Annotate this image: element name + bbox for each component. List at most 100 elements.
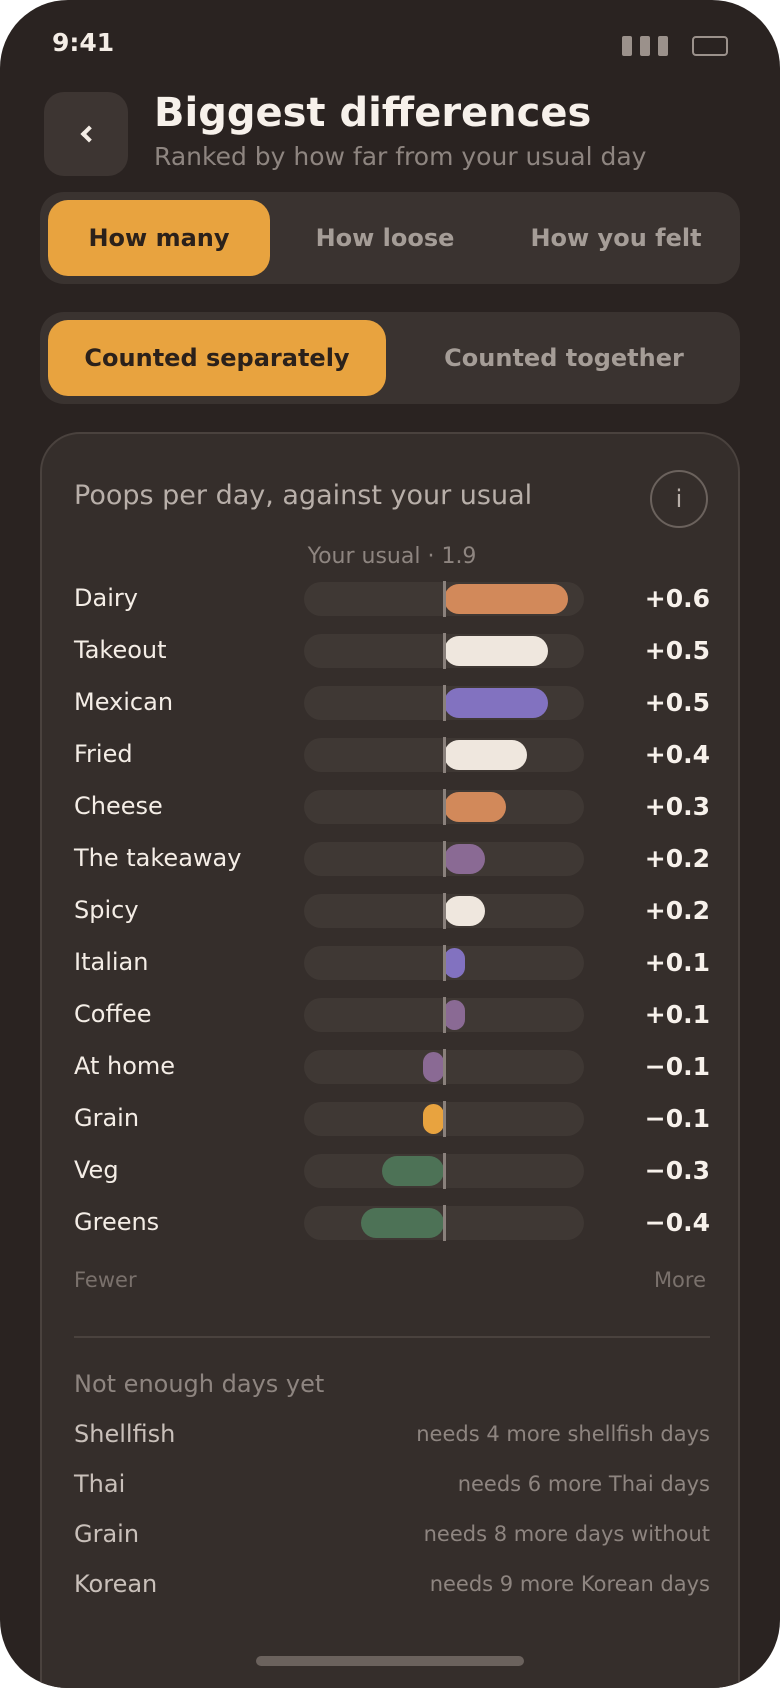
list-item-name: Korean <box>74 1570 158 1598</box>
bar <box>444 1000 465 1030</box>
row-label: The takeaway <box>74 844 242 872</box>
row-label: Veg <box>74 1156 119 1184</box>
row-label: Mexican <box>74 688 174 716</box>
chart-row: Fried +0.4 <box>74 736 710 776</box>
tab-how-you-felt[interactable]: How you felt <box>530 224 702 252</box>
back-button[interactable] <box>44 92 128 176</box>
row-label: Fried <box>74 740 133 768</box>
bar <box>444 844 486 874</box>
baseline-marker <box>443 633 446 669</box>
list-item-name: Shellfish <box>74 1420 176 1448</box>
bar <box>444 740 527 770</box>
signal-bar-icon <box>658 36 668 56</box>
row-value: +0.1 <box>644 948 710 977</box>
axis-label-more: More <box>653 1268 706 1292</box>
signal-bar-icon <box>622 36 632 56</box>
home-indicator[interactable] <box>256 1656 524 1666</box>
bar-track <box>304 1205 584 1241</box>
list-item-name: Thai <box>74 1470 126 1498</box>
chart-row: Greens −0.4 <box>74 1204 710 1244</box>
bar <box>444 792 507 822</box>
baseline-marker <box>443 581 446 617</box>
row-value: +0.2 <box>644 896 710 925</box>
page-subtitle: Ranked by how far from your usual day <box>154 142 647 171</box>
bar <box>444 948 465 978</box>
chart-row: Coffee +0.1 <box>74 996 710 1036</box>
bar-track <box>304 945 584 981</box>
row-value: +0.4 <box>644 740 710 769</box>
row-label: Italian <box>74 948 149 976</box>
tab-counted-together[interactable]: Counted together <box>444 344 684 372</box>
bar-track <box>304 789 584 825</box>
info-button[interactable]: i <box>650 470 708 528</box>
row-value: +0.2 <box>644 844 710 873</box>
list-item: Thai needs 6 more Thai days <box>74 1470 710 1506</box>
bar-track <box>304 997 584 1033</box>
list-item-note: needs 8 more days without <box>423 1522 710 1546</box>
bar-track <box>304 1153 584 1189</box>
list-item: Korean needs 9 more Korean days <box>74 1570 710 1606</box>
baseline-marker <box>443 1049 446 1085</box>
baseline-marker <box>443 1153 446 1189</box>
card-title: Poops per day, against your usual <box>74 480 533 511</box>
row-value: +0.5 <box>644 636 710 665</box>
row-value: −0.4 <box>644 1208 710 1237</box>
chart-row: Spicy +0.2 <box>74 892 710 932</box>
differences-card: Poops per day, against your usual i Your… <box>40 432 740 1688</box>
bar <box>381 1156 444 1186</box>
bar <box>444 636 548 666</box>
divider <box>74 1336 710 1338</box>
tab-counted-separately[interactable]: Counted separately <box>48 320 386 396</box>
row-label: Greens <box>74 1208 160 1236</box>
chart-row: Cheese +0.3 <box>74 788 710 828</box>
chart-row: Mexican +0.5 <box>74 684 710 724</box>
bar-track <box>304 893 584 929</box>
row-label: At home <box>74 1052 176 1080</box>
bar <box>423 1104 444 1134</box>
row-value: −0.1 <box>644 1052 710 1081</box>
row-value: +0.6 <box>644 584 710 613</box>
baseline-marker <box>443 1205 446 1241</box>
list-item: Grain needs 8 more days without <box>74 1520 710 1556</box>
row-label: Spicy <box>74 896 139 924</box>
tab-how-loose[interactable]: How loose <box>315 224 455 252</box>
row-label: Coffee <box>74 1000 152 1028</box>
baseline-marker <box>443 737 446 773</box>
bar <box>444 584 569 614</box>
usual-baseline-label: Your usual · 1.9 <box>307 544 477 569</box>
row-label: Takeout <box>74 636 167 664</box>
chart-row: The takeaway +0.2 <box>74 840 710 880</box>
baseline-marker <box>443 893 446 929</box>
chevron-left-icon <box>80 125 98 143</box>
tab-how-many[interactable]: How many <box>48 200 270 276</box>
bar <box>361 1208 444 1238</box>
list-item-note: needs 4 more shellfish days <box>416 1422 710 1446</box>
row-label: Dairy <box>74 584 138 612</box>
bar-track <box>304 1101 584 1137</box>
metric-segmented-control: How many How loose How you felt <box>40 192 740 284</box>
chart-row: Italian +0.1 <box>74 944 710 984</box>
signal-bar-icon <box>640 36 650 56</box>
page-title: Biggest differences <box>154 90 592 136</box>
baseline-marker <box>443 945 446 981</box>
chart-row: Grain −0.1 <box>74 1100 710 1140</box>
chart-row: Veg −0.3 <box>74 1152 710 1192</box>
baseline-marker <box>443 685 446 721</box>
bar-track <box>304 633 584 669</box>
row-value: +0.3 <box>644 792 710 821</box>
axis-label-fewer: Fewer <box>74 1268 137 1292</box>
row-label: Cheese <box>74 792 163 820</box>
list-item-name: Grain <box>74 1520 140 1548</box>
status-icons <box>622 36 728 56</box>
bar-track <box>304 685 584 721</box>
battery-icon <box>692 36 728 56</box>
bar <box>423 1052 444 1082</box>
row-value: −0.1 <box>644 1104 710 1133</box>
list-item-note: needs 6 more Thai days <box>457 1472 710 1496</box>
row-value: −0.3 <box>644 1156 710 1185</box>
not-enough-title: Not enough days yet <box>74 1370 325 1398</box>
chart-row: At home −0.1 <box>74 1048 710 1088</box>
bar-track <box>304 737 584 773</box>
mode-segmented-control: Counted separately Counted together <box>40 312 740 404</box>
bar <box>444 688 548 718</box>
